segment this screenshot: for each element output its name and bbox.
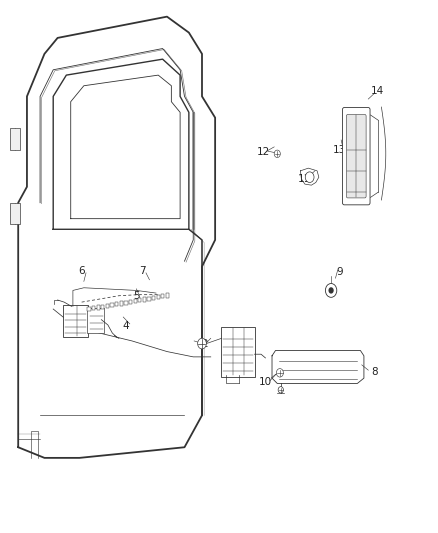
Bar: [147, 296, 150, 301]
Bar: [87, 307, 90, 311]
Circle shape: [325, 284, 336, 297]
Bar: [106, 304, 109, 308]
FancyBboxPatch shape: [342, 108, 369, 205]
Circle shape: [278, 386, 283, 393]
Circle shape: [274, 150, 280, 158]
Text: 13: 13: [332, 144, 346, 155]
Bar: [156, 295, 159, 299]
FancyBboxPatch shape: [220, 327, 255, 376]
Text: 1: 1: [240, 352, 246, 362]
FancyBboxPatch shape: [87, 309, 104, 333]
Text: 9: 9: [336, 267, 343, 277]
Text: 2: 2: [201, 338, 207, 349]
Bar: [152, 296, 155, 300]
Text: 11: 11: [297, 174, 311, 184]
Circle shape: [276, 368, 283, 377]
Bar: [142, 297, 146, 302]
Text: 14: 14: [370, 86, 383, 96]
Bar: [92, 306, 95, 310]
Text: 12: 12: [256, 147, 269, 157]
Bar: [110, 303, 113, 307]
Text: 3: 3: [78, 317, 85, 327]
Bar: [96, 305, 99, 310]
Text: 4: 4: [122, 321, 128, 331]
Bar: [129, 300, 132, 304]
Text: 7: 7: [139, 266, 146, 276]
Text: 10: 10: [258, 377, 272, 387]
Text: 5: 5: [133, 290, 139, 301]
Text: 6: 6: [78, 266, 85, 276]
Bar: [124, 301, 127, 305]
FancyBboxPatch shape: [11, 128, 20, 150]
Bar: [133, 299, 137, 303]
Bar: [115, 302, 118, 306]
Text: 8: 8: [371, 367, 377, 377]
Bar: [166, 293, 169, 297]
Circle shape: [197, 338, 206, 349]
Circle shape: [304, 172, 313, 182]
FancyBboxPatch shape: [63, 305, 88, 337]
Bar: [161, 294, 164, 298]
FancyBboxPatch shape: [11, 203, 20, 224]
Bar: [120, 301, 123, 305]
Circle shape: [328, 287, 333, 294]
Bar: [101, 304, 104, 309]
Bar: [138, 298, 141, 302]
FancyBboxPatch shape: [346, 115, 365, 198]
